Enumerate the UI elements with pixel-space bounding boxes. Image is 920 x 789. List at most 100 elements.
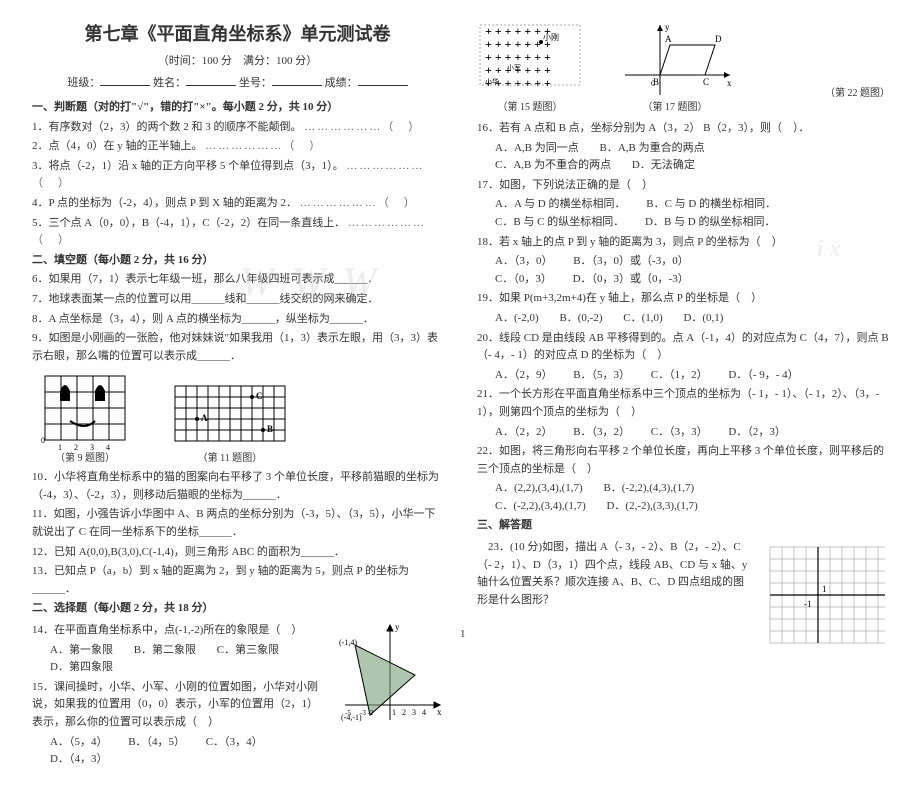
blank-score[interactable]: [358, 74, 408, 86]
question-5: 5．三个点 A（0，0），B（-4，1），C（-2，2）在同一条直线上． …………: [30, 215, 445, 250]
svg-text:x: x: [437, 707, 442, 717]
caption-22-holder: （第 22 题图）: [825, 20, 890, 102]
right-column: + + + + + + + + + + + + + + + + + + + + …: [475, 20, 890, 769]
question-11: 11．如图，小强告诉小华图中 A、B 两点的坐标分别为（-3，5）、（3，5），…: [30, 506, 445, 541]
q22-opt-d: D．(2,-2),(3,3),(1,7): [606, 498, 697, 516]
question-19: 19．如果 P(m+3,2m+4)在 y 轴上，那么点 P 的坐标是（ ）: [475, 290, 890, 308]
student-info-row: 班级： 姓名： 坐号： 成绩：: [30, 74, 445, 93]
q15-options: A．（5，4） B．（4，5） C．（3，4） D．（4，3）: [30, 734, 327, 769]
q21-opt-b: B．（3，2）: [573, 424, 630, 442]
question-3: 3．将点（-2，1）沿 x 轴的正方向平移 5 个单位得到点（3，1）。 …………: [30, 158, 445, 193]
section-4-heading: 三、解答题: [475, 517, 890, 535]
q18-options: A．（3，0） B．（3，0）或（-3，0） C．（0，3） D．（0，3）或（…: [475, 253, 890, 288]
section-2-heading: 二、填空题（每小题 2 分，共 16 分）: [30, 252, 445, 270]
dot-grid-svg: + + + + + + + + + + + + + + + + + + + + …: [475, 20, 585, 100]
q5-text: 5．三个点 A（0，0），B（-4，1），C（-2，2）在同一条直线上．: [32, 217, 345, 229]
svg-text:2: 2: [74, 443, 78, 451]
q15-opt-b: B．（4，5）: [128, 734, 185, 752]
q15-opt-a: A．（5，4）: [50, 734, 107, 752]
svg-text:x: x: [727, 78, 732, 88]
q19-opt-d: D．(0,1): [683, 310, 723, 328]
caption-22: （第 22 题图）: [825, 86, 890, 102]
q17-opt-a: A．A 与 D 的横坐标相同．: [495, 196, 625, 214]
q15-opt-c: C．（3，4）: [206, 734, 263, 752]
q20-opt-d: D．（- 9，- 4）: [728, 367, 798, 385]
svg-text:4: 4: [422, 708, 426, 717]
label-name: 姓名：: [153, 77, 186, 89]
top-figure-row: + + + + + + + + + + + + + + + + + + + + …: [475, 20, 890, 116]
question-10: 10．小华将直角坐标系中的猫的图案向右平移了 3 个单位长度，平移前猫眼的坐标为…: [30, 469, 445, 504]
svg-text:C: C: [703, 77, 709, 87]
svg-text:B: B: [653, 77, 659, 87]
svg-text:y: y: [665, 22, 670, 32]
question-22: 22．如图，将三角形向右平移 2 个单位长度，再向上平移 3 个单位长度，则平移…: [475, 443, 890, 478]
q1-text: 1．有序数对（2，3）的两个数 2 和 3 的顺序不能颠倒。: [32, 121, 302, 133]
svg-text:+ + + + + + +: + + + + + + +: [485, 50, 551, 64]
figure-9: 01234 （第 9 题图）: [40, 371, 130, 467]
doc-title: 第七章《平面直角坐标系》单元测试卷: [30, 20, 445, 49]
q14-opt-a: A．第一象限: [50, 642, 113, 660]
q16-opt-a: A．A,B 为同一点: [495, 140, 579, 158]
q22-opt-c: C．(-2,2),(3,4),(1,7): [495, 498, 586, 516]
label-no: 坐号：: [239, 77, 272, 89]
question-7: 7．地球表面某一点的位置可以用______线和______线交织的网来确定．: [30, 291, 445, 309]
svg-text:1: 1: [392, 708, 396, 717]
q14-opt-d: D．第四象限: [50, 659, 113, 677]
svg-text:C: C: [256, 391, 263, 401]
page-container: 第七章《平面直角坐标系》单元测试卷 （时间：100 分 满分：100 分） 班级…: [30, 20, 890, 769]
svg-text:4: 4: [106, 443, 110, 451]
blank-grid-svg: 1 -1: [760, 537, 890, 657]
q22-opt-b: B．(-2,2),(4,3),(1,7): [603, 480, 694, 498]
blank-no[interactable]: [272, 74, 322, 86]
caption-15: （第 15 题图）: [475, 100, 585, 116]
blank-class[interactable]: [100, 74, 150, 86]
svg-text:小华: 小华: [485, 77, 499, 86]
q4-dots: ………………（ ）: [300, 197, 417, 209]
q17-opt-d: D．B 与 D 的纵坐标相同．: [645, 214, 775, 232]
caption-9: （第 9 题图）: [40, 451, 130, 467]
q20-opt-c: C．（1，2）: [651, 367, 708, 385]
svg-text:(-1,4): (-1,4): [339, 638, 357, 647]
svg-text:1: 1: [822, 584, 827, 594]
q19-opt-a: A．(-2,0): [495, 310, 539, 328]
q17-options: A．A 与 D 的横坐标相同． B．C 与 D 的横坐标相同． C．B 与 C …: [475, 196, 890, 231]
svg-text:y: y: [395, 622, 400, 632]
page-number: 1: [460, 626, 466, 644]
q21-opt-d: D．（2，3）: [728, 424, 785, 442]
q14-options: A．第一象限 B．第二象限 C．第三象限 D．第四象限: [30, 642, 327, 677]
q4-text: 4．P 点的坐标为（-2，4），则点 P 到 X 轴的距离为 2．: [32, 197, 297, 209]
q2-dots: ………………（ ）: [205, 140, 322, 152]
caption-11: （第 11 题图）: [170, 451, 290, 467]
q19-opt-b: B．(0,-2): [559, 310, 602, 328]
q20-opt-a: A．（2，9）: [495, 367, 552, 385]
blank-name[interactable]: [186, 74, 236, 86]
question-9: 9．如图是小刚画的一张脸，他对妹妹说"如果我用（1，3）表示左眼，用（3，3）表…: [30, 330, 445, 365]
section-1-heading: 一、判断题（对的打"√"，错的打"×"。每小题 2 分，共 10 分）: [30, 99, 445, 117]
caption-17: （第 17 题图）: [615, 100, 735, 116]
doc-subtitle: （时间：100 分 满分：100 分）: [30, 53, 445, 71]
figure-row-1: 01234 （第 9 题图） C A B （第 11 题图）: [30, 371, 445, 467]
q18-opt-a: A．（3，0）: [495, 253, 552, 271]
svg-text:-5: -5: [345, 709, 351, 717]
svg-text:0: 0: [41, 436, 45, 445]
question-4: 4．P 点的坐标为（-2，4），则点 P 到 X 轴的距离为 2． …………………: [30, 195, 445, 213]
q16-opt-c: C．A,B 为不重合的两点: [495, 157, 611, 175]
svg-text:2: 2: [402, 708, 406, 717]
parallelogram-svg: xy0 AD BC: [615, 20, 735, 100]
question-12: 12．已知 A(0,0),B(3,0),C(-1,4)，则三角形 ABC 的面积…: [30, 544, 445, 562]
question-21: 21．一个长方形在平面直角坐标系中三个顶点的坐标为（- 1，- 1）、（- 1，…: [475, 386, 890, 421]
q22-options: A．(2,2),(3,4),(1,7) B．(-2,2),(4,3),(1,7)…: [475, 480, 890, 515]
q14-opt-b: B．第二象限: [134, 642, 196, 660]
q19-opt-c: C．(1,0): [623, 310, 662, 328]
q16-opt-b: B．A,B 为重合的两点: [599, 140, 704, 158]
q19-options: A．(-2,0) B．(0,-2) C．(1,0) D．(0,1): [475, 310, 890, 328]
svg-text:小刚: 小刚: [543, 33, 559, 42]
svg-text:1: 1: [58, 443, 62, 451]
triangle-coord-svg: xy (-1,4) (-4,-1) 1234 -3 -2 -5: [335, 620, 445, 730]
question-18: 18．若 x 轴上的点 P 到 y 轴的距离为 3，则点 P 的坐标为（ ）: [475, 234, 890, 252]
svg-text:+ + + + + + +: + + + + + + +: [485, 24, 551, 38]
svg-text:-3 -2: -3 -2: [360, 709, 374, 717]
svg-text:小军: 小军: [507, 63, 521, 72]
svg-text:B: B: [267, 424, 273, 434]
question-13: 13．已知点 P（a，b）到 x 轴的距离为 2，到 y 轴的距离为 5，则点 …: [30, 563, 445, 598]
